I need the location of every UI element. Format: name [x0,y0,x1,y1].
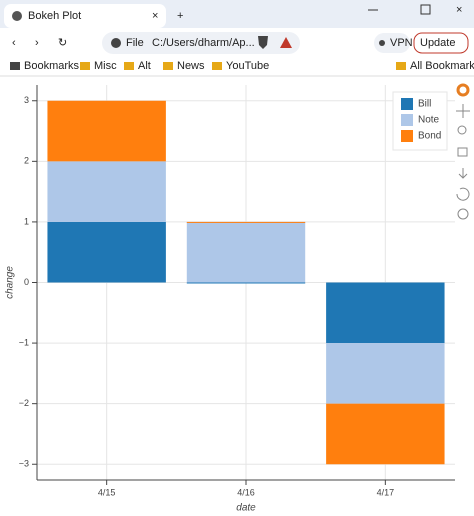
bookmark-icon [10,62,20,70]
vpn-button[interactable] [374,33,410,53]
help-tool[interactable] [457,208,469,220]
bookmark-icon [80,62,90,70]
y-tick-label: −1 [19,337,29,347]
bar [326,282,445,344]
update-button[interactable] [413,32,469,54]
legend-label: Note [418,115,440,126]
reset-tool[interactable] [456,187,470,201]
legend-swatch [401,98,413,110]
bookmark[interactable]: Alt [138,60,151,72]
box-zoom-tool[interactable] [457,147,468,157]
y-tick-label: 2 [24,156,29,166]
bookmark[interactable]: Bookmarks [24,60,80,72]
close-window[interactable]: × [456,4,462,16]
bookmark[interactable]: Misc [94,60,117,72]
legend-swatch [401,130,413,142]
chart: −3 −2 −1 0 1 2 3 4/15 4/16 4/17 date change Bill Note… [5,85,455,514]
y-tick-label: 0 [24,277,29,287]
x-tick-label: 4/17 [377,487,395,497]
folder-icon [396,62,406,70]
address[interactable]: C:/Users/dharm/Ap... [152,37,255,49]
y-tick-label: −2 [19,398,29,408]
new-tab[interactable]: + [177,10,183,22]
bar [47,100,166,162]
bokeh-logo[interactable] [456,83,470,97]
pan-tool[interactable] [456,104,470,118]
tab[interactable] [4,4,166,28]
all-bookmarks[interactable]: All Bookmarks [410,60,474,72]
bookmark-icon [124,62,134,70]
bar [326,403,445,465]
y-tick-label: 1 [24,216,29,226]
bookmark-icon [212,62,222,70]
bar [186,282,306,284]
x-tick-label: 4/16 [237,487,255,497]
y-tick-label: 3 [24,95,29,105]
reload[interactable]: ↻ [58,37,67,49]
bookmark[interactable]: News [177,60,205,72]
bar [47,221,166,283]
scheme: File [126,37,144,49]
back[interactable]: ‹ [12,37,16,49]
x-axis-label: date [236,503,256,514]
bar [326,343,445,404]
info-icon [111,38,121,48]
bookmarks-bar: Bookmarks Misc Alt News YouTube [10,60,269,72]
forward[interactable]: › [35,37,39,49]
save-tool[interactable] [458,168,468,179]
legend-label: Bond [418,131,441,142]
y-tick-label: −3 [19,459,29,469]
update[interactable]: Update [420,37,455,49]
x-tick-label: 4/15 [98,487,116,497]
tab-close[interactable]: × [152,10,158,22]
bar [186,221,306,283]
vpn-icon [379,40,385,46]
zoom-tool[interactable] [457,125,467,135]
bokeh-toolbar [456,83,470,220]
rewards[interactable] [280,37,292,48]
bar [47,161,166,222]
maximize[interactable] [420,4,431,15]
address-bar[interactable] [102,32,300,54]
y-axis-label: change [5,266,16,299]
shield[interactable] [258,36,268,49]
tab-title[interactable]: Bokeh Plot [28,10,81,22]
legend-swatch [401,114,413,126]
vpn[interactable]: VPN [390,37,413,49]
bookmark-icon [163,62,173,70]
tab-icon [12,11,22,21]
bar [186,221,306,223]
bookmark[interactable]: YouTube [226,60,269,72]
legend-label: Bill [418,99,431,110]
